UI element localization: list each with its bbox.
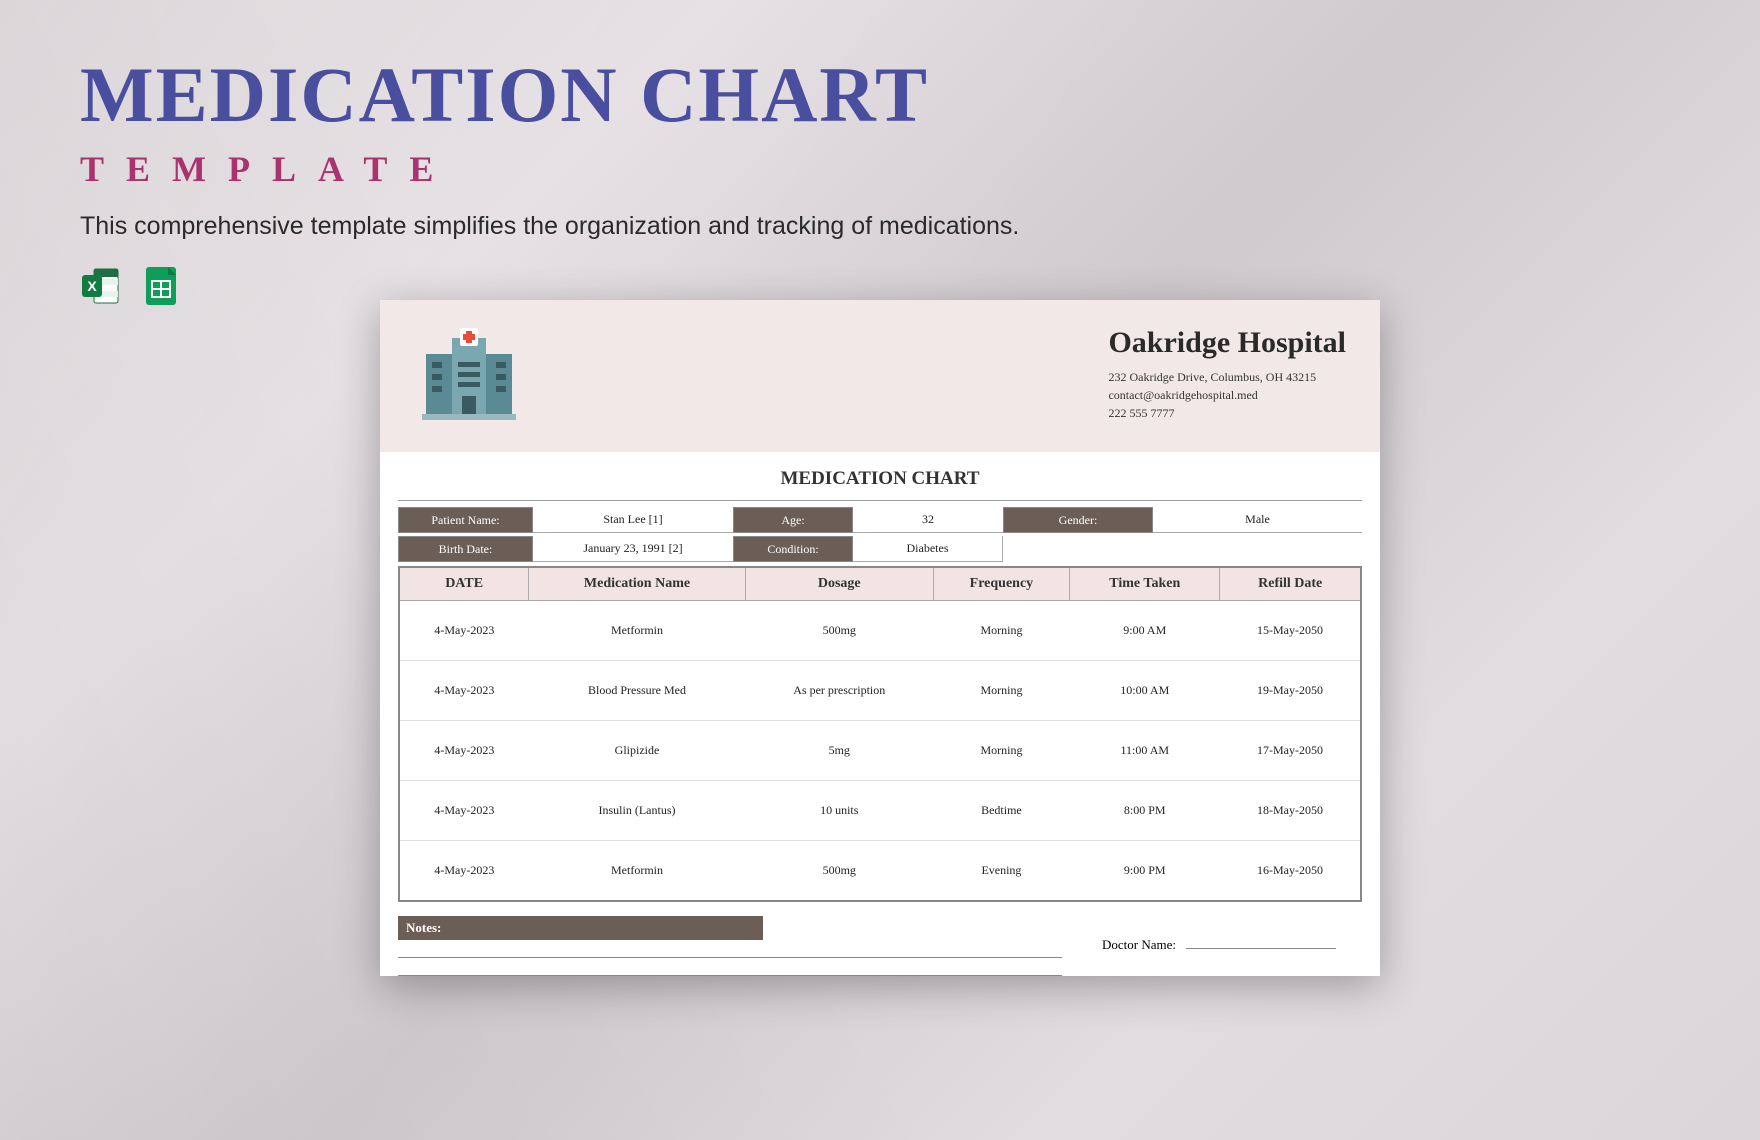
table-cell: Morning xyxy=(933,601,1069,661)
notes-line xyxy=(398,940,1062,958)
value-condition: Diabetes xyxy=(853,536,1003,562)
table-cell: 17-May-2050 xyxy=(1220,721,1361,781)
table-cell: 15-May-2050 xyxy=(1220,601,1361,661)
hospital-icon xyxy=(414,326,524,426)
notes-line xyxy=(398,958,1062,976)
col-time: Time Taken xyxy=(1070,567,1220,601)
col-date: DATE xyxy=(399,567,529,601)
table-cell: Glipizide xyxy=(529,721,746,781)
excel-icon: X xyxy=(80,265,122,307)
table-cell: As per prescription xyxy=(745,661,933,721)
table-cell: 4-May-2023 xyxy=(399,721,529,781)
page-title: MEDICATION CHART xyxy=(80,50,1019,140)
table-row: 4-May-2023Glipizide5mgMorning11:00 AM17-… xyxy=(399,721,1361,781)
label-condition: Condition: xyxy=(733,536,853,562)
table-cell: Metformin xyxy=(529,601,746,661)
table-cell: 500mg xyxy=(745,601,933,661)
chart-title: MEDICATION CHART xyxy=(398,452,1362,501)
table-cell: 8:00 PM xyxy=(1070,781,1220,841)
table-cell: 500mg xyxy=(745,841,933,902)
table-row: 4-May-2023Metformin500mgMorning9:00 AM15… xyxy=(399,601,1361,661)
table-cell: Bedtime xyxy=(933,781,1069,841)
doctor-label: Doctor Name: xyxy=(1102,937,1176,953)
table-cell: 19-May-2050 xyxy=(1220,661,1361,721)
table-cell: 4-May-2023 xyxy=(399,601,529,661)
page-description: This comprehensive template simplifies t… xyxy=(80,212,1019,241)
table-cell: Insulin (Lantus) xyxy=(529,781,746,841)
value-age: 32 xyxy=(853,507,1003,533)
doc-header: Oakridge Hospital 232 Oakridge Drive, Co… xyxy=(380,300,1380,452)
table-cell: 9:00 PM xyxy=(1070,841,1220,902)
table-cell: 16-May-2050 xyxy=(1220,841,1361,902)
hospital-address: 232 Oakridge Drive, Columbus, OH 43215 c… xyxy=(1108,368,1346,422)
table-cell: Morning xyxy=(933,721,1069,781)
value-gender: Male xyxy=(1153,507,1362,533)
col-frequency: Frequency xyxy=(933,567,1069,601)
document-preview: Oakridge Hospital 232 Oakridge Drive, Co… xyxy=(380,300,1380,976)
table-cell: 10:00 AM xyxy=(1070,661,1220,721)
label-age: Age: xyxy=(733,507,853,533)
table-row: 4-May-2023Metformin500mgEvening9:00 PM16… xyxy=(399,841,1361,902)
table-cell: 11:00 AM xyxy=(1070,721,1220,781)
table-cell: Evening xyxy=(933,841,1069,902)
table-cell: 4-May-2023 xyxy=(399,661,529,721)
hospital-info: Oakridge Hospital 232 Oakridge Drive, Co… xyxy=(1108,326,1346,422)
table-cell: 5mg xyxy=(745,721,933,781)
table-cell: Blood Pressure Med xyxy=(529,661,746,721)
page-subtitle: TEMPLATE xyxy=(80,148,1019,190)
table-row: 4-May-2023Insulin (Lantus)10 unitsBedtim… xyxy=(399,781,1361,841)
col-medication: Medication Name xyxy=(529,567,746,601)
page-header: MEDICATION CHART TEMPLATE This comprehen… xyxy=(80,50,1019,307)
hospital-name: Oakridge Hospital xyxy=(1108,326,1346,360)
doctor-line xyxy=(1186,948,1336,949)
table-header-row: DATE Medication Name Dosage Frequency Ti… xyxy=(399,567,1361,601)
medication-table: DATE Medication Name Dosage Frequency Ti… xyxy=(398,566,1362,902)
sheets-icon xyxy=(140,265,182,307)
col-refill: Refill Date xyxy=(1220,567,1361,601)
table-cell: Metformin xyxy=(529,841,746,902)
label-patient-name: Patient Name: xyxy=(398,507,533,533)
patient-info: Patient Name: Stan Lee [1] Age: 32 Gende… xyxy=(398,507,1362,562)
notes-label: Notes: xyxy=(398,916,763,940)
value-patient-name: Stan Lee [1] xyxy=(533,507,733,533)
table-cell: 9:00 AM xyxy=(1070,601,1220,661)
notes-section: Notes: Doctor Name: xyxy=(398,916,1362,976)
table-cell: Morning xyxy=(933,661,1069,721)
svg-text:X: X xyxy=(87,278,97,294)
col-dosage: Dosage xyxy=(745,567,933,601)
table-cell: 18-May-2050 xyxy=(1220,781,1361,841)
table-cell: 4-May-2023 xyxy=(399,781,529,841)
value-birth: January 23, 1991 [2] xyxy=(533,536,733,562)
label-gender: Gender: xyxy=(1003,507,1153,533)
table-cell: 10 units xyxy=(745,781,933,841)
label-birth: Birth Date: xyxy=(398,536,533,562)
table-row: 4-May-2023Blood Pressure MedAs per presc… xyxy=(399,661,1361,721)
table-cell: 4-May-2023 xyxy=(399,841,529,902)
